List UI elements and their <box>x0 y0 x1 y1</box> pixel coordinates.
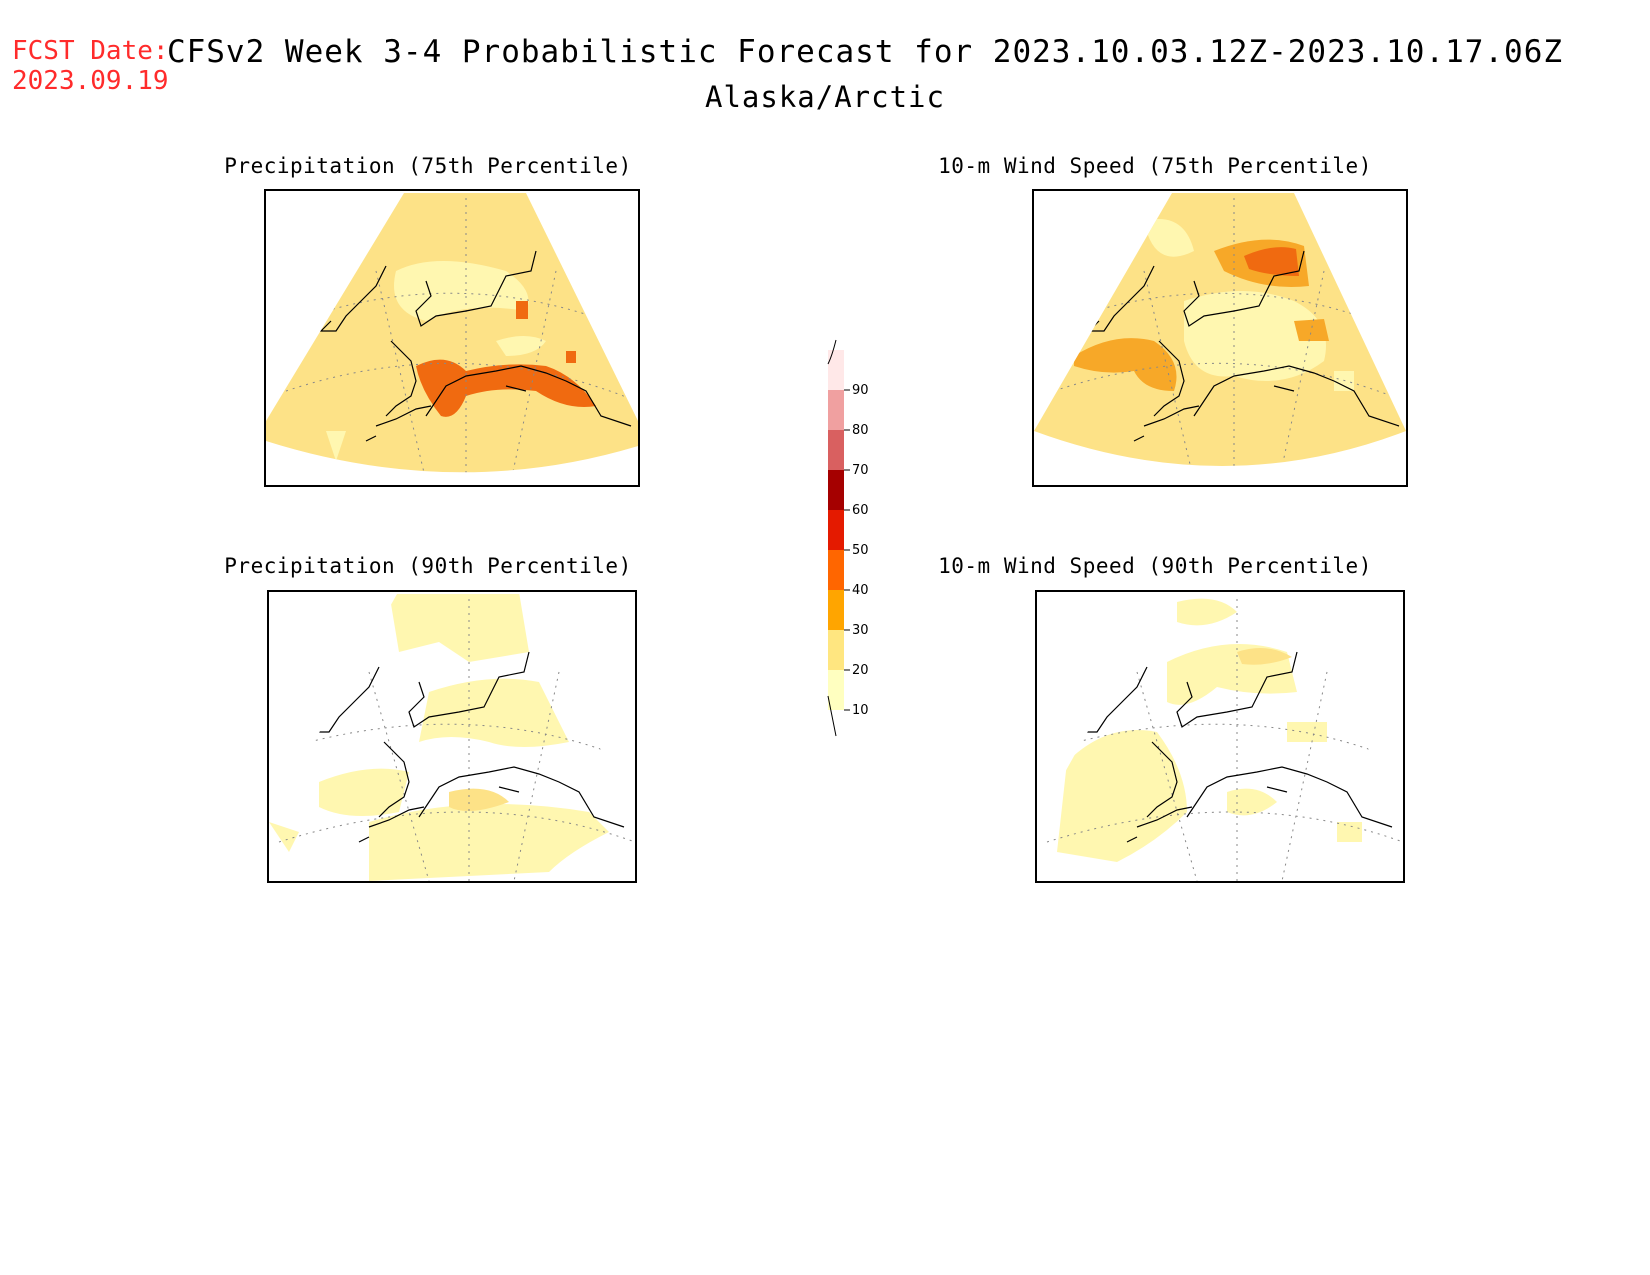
map-fill-region <box>419 678 569 747</box>
map-wind-75 <box>1032 189 1408 487</box>
map-fill-region <box>326 431 346 461</box>
panel-title-wind-90: 10-m Wind Speed (90th Percentile) <box>938 554 1372 578</box>
map-fill-region <box>1074 338 1177 391</box>
colorbar-svg: 10 20 30 40 50 60 70 80 90 <box>827 339 869 737</box>
map-fill-region <box>1287 722 1327 742</box>
map-fill-region <box>496 336 546 356</box>
colorbar-end-caps <box>827 339 837 737</box>
colorbar-tick-label: 40 <box>852 583 869 598</box>
map-fill-region <box>416 359 596 417</box>
panel-title-precip-75: Precipitation (75th Percentile) <box>224 154 632 178</box>
map-fill-region <box>394 261 529 321</box>
map-fill-region <box>369 804 609 881</box>
colorbar-tick-label: 10 <box>852 703 869 718</box>
colorbar-swatch <box>828 470 844 510</box>
map-gridlines <box>1046 594 1403 881</box>
page-title: CFSv2 Week 3-4 Probabilistic Forecast fo… <box>166 34 1564 70</box>
colorbar-legend: 10 20 30 40 50 60 70 80 90 <box>820 336 880 750</box>
colorbar-swatch <box>828 550 844 590</box>
map-fill-region <box>1334 371 1354 391</box>
colorbar-swatch <box>828 430 844 470</box>
map-fill-region <box>1237 648 1292 665</box>
panel-title-wind-75: 10-m Wind Speed (75th Percentile) <box>938 154 1372 178</box>
colorbar-swatch <box>828 630 844 670</box>
coastline <box>1087 250 1400 442</box>
map-fill-region <box>1244 247 1299 276</box>
map-fill-region <box>1057 730 1187 862</box>
map-fill-region <box>1177 598 1237 626</box>
colorbar-swatch <box>828 350 844 390</box>
map-fill-region <box>1227 788 1277 816</box>
colorbar-swatch <box>828 510 844 550</box>
map-precip-75 <box>264 189 640 487</box>
map-fill-region <box>1337 822 1362 842</box>
coastline <box>319 250 632 442</box>
colorbar-swatch <box>828 390 844 430</box>
colorbar-tick-label: 70 <box>852 463 869 478</box>
colorbar-tick-label: 80 <box>852 423 869 438</box>
map-fill-region <box>319 768 409 816</box>
colorbar-tick-label: 20 <box>852 663 869 678</box>
map-precip-90 <box>267 590 637 883</box>
colorbar-tick-label: 90 <box>852 383 869 398</box>
colorbar-tick-label: 60 <box>852 503 869 518</box>
map-fill-region <box>449 788 509 811</box>
region-subtitle: Alaska/Arctic <box>705 80 945 114</box>
map-fill-region <box>516 301 528 319</box>
map-fill-base <box>266 193 638 473</box>
map-fill-region <box>566 351 576 363</box>
panel-title-precip-90: Precipitation (90th Percentile) <box>224 554 632 578</box>
colorbar-tick-label: 50 <box>852 543 869 558</box>
map-wind-90 <box>1035 590 1405 883</box>
colorbar-swatch <box>828 590 844 630</box>
map-gridlines <box>1053 193 1405 466</box>
colorbar-tick-label: 30 <box>852 623 869 638</box>
map-gridlines <box>278 594 635 881</box>
map-fill-region <box>389 594 529 662</box>
map-fill-region <box>269 822 299 852</box>
forecast-date-block: FCST Date: 2023.09.19 <box>12 36 169 96</box>
map-fill-region <box>1144 219 1194 257</box>
forecast-date-label: FCST Date: <box>12 36 169 66</box>
colorbar-swatch <box>828 670 844 710</box>
map-fill-region <box>1294 319 1329 341</box>
forecast-date-value: 2023.09.19 <box>12 66 169 96</box>
map-gridlines <box>285 193 637 473</box>
